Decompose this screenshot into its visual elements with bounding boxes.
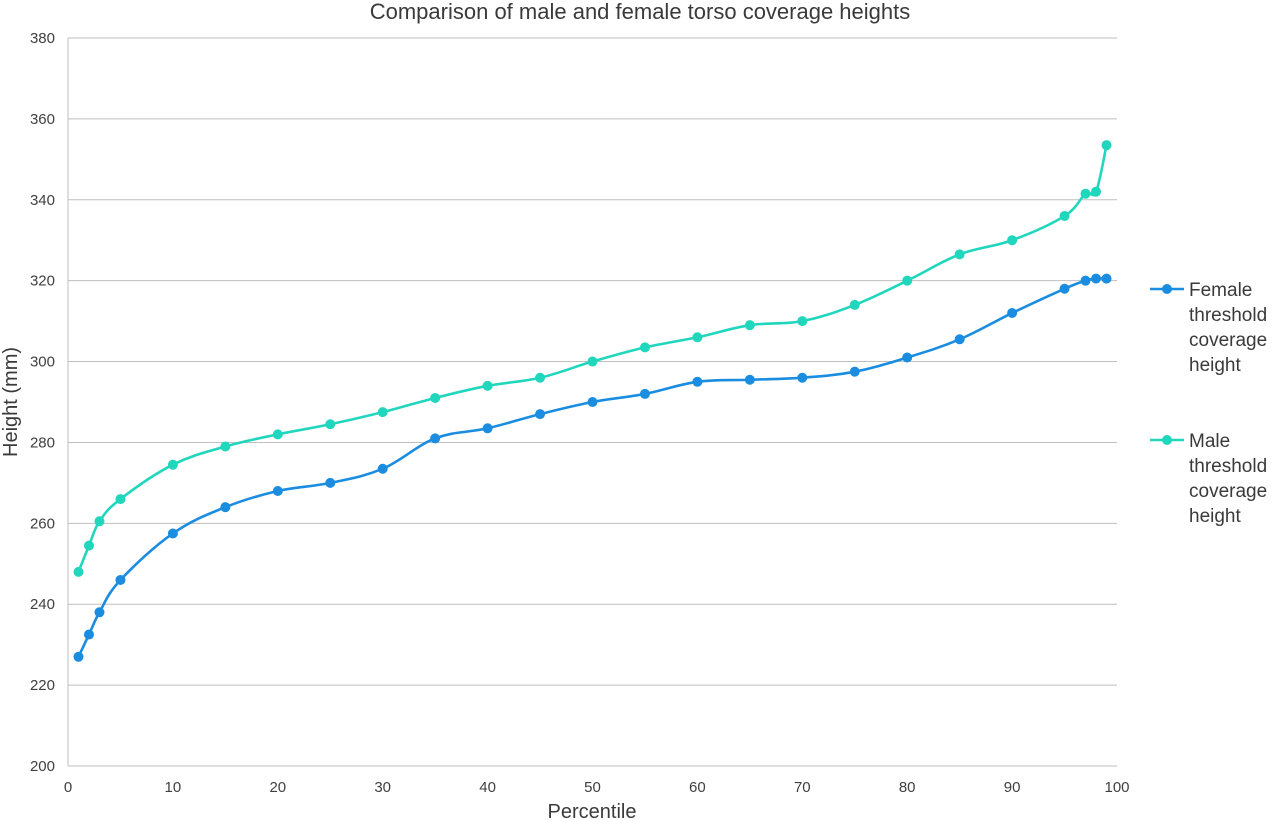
data-point — [430, 433, 441, 444]
data-point — [325, 477, 336, 488]
data-point — [167, 459, 178, 470]
data-point — [377, 407, 388, 418]
y-tick-label: 220 — [30, 677, 55, 694]
data-point — [115, 494, 126, 505]
data-point — [94, 516, 105, 527]
y-tick-label: 240 — [30, 596, 55, 613]
x-axis-title: Percentile — [548, 801, 637, 820]
data-point — [535, 409, 546, 420]
legend-item-female: Female threshold coverage height — [1150, 280, 1267, 376]
data-point — [849, 366, 860, 377]
data-point — [639, 388, 650, 399]
data-point — [325, 419, 336, 430]
series-line — [77, 277, 1108, 659]
y-tick-label: 300 — [30, 354, 55, 371]
legend-label: coverage — [1189, 330, 1267, 351]
data-point — [639, 342, 650, 353]
data-point — [744, 320, 755, 331]
data-point — [1080, 188, 1091, 199]
data-point — [1101, 273, 1112, 284]
legend-point-marker — [1162, 435, 1172, 445]
data-point — [1091, 186, 1102, 197]
y-tick-label: 380 — [30, 30, 55, 47]
data-point — [1080, 275, 1091, 286]
x-tick-label: 70 — [794, 779, 811, 796]
data-point — [954, 249, 965, 260]
y-axis-title: Height (mm) — [0, 347, 22, 457]
x-tick-label: 40 — [479, 779, 496, 796]
data-point — [482, 380, 493, 391]
data-point — [692, 332, 703, 343]
x-tick-label: 20 — [269, 779, 286, 796]
legend-label: threshold — [1189, 456, 1267, 477]
series-female — [73, 273, 1112, 662]
y-axis-ticks: 200 220 240 260 280 300 320 340 360 380 — [30, 30, 55, 775]
data-point — [797, 316, 808, 327]
y-tick-label: 360 — [30, 111, 55, 128]
data-point — [954, 334, 965, 345]
legend-label: coverage — [1189, 481, 1267, 502]
data-point — [744, 374, 755, 385]
data-point — [1007, 308, 1018, 319]
data-point — [902, 352, 913, 363]
data-point — [115, 574, 126, 585]
legend-label: Female — [1189, 280, 1252, 301]
x-tick-label: 10 — [165, 779, 182, 796]
data-point — [1007, 235, 1018, 246]
data-point — [535, 372, 546, 383]
data-point — [1101, 140, 1112, 151]
y-tick-label: 260 — [30, 515, 55, 532]
data-series — [73, 140, 1112, 662]
legend-label: Male — [1189, 431, 1230, 452]
data-point — [94, 607, 105, 618]
data-point — [167, 528, 178, 539]
data-point — [692, 376, 703, 387]
data-point — [482, 423, 493, 434]
x-tick-label: 90 — [1004, 779, 1021, 796]
legend-label: threshold — [1189, 305, 1267, 326]
data-point — [73, 651, 84, 662]
x-tick-label: 30 — [374, 779, 391, 796]
data-point — [272, 429, 283, 440]
legend-point-marker — [1162, 284, 1172, 294]
data-point — [1091, 273, 1102, 284]
data-point — [1059, 283, 1070, 294]
data-point — [587, 397, 598, 407]
x-tick-label: 60 — [689, 779, 706, 796]
data-point — [797, 372, 808, 383]
x-tick-label: 50 — [584, 779, 601, 796]
data-point — [83, 540, 94, 551]
chart-title: Comparison of male and female torso cove… — [370, 0, 911, 24]
data-point — [83, 629, 94, 640]
data-point — [220, 502, 231, 513]
y-tick-label: 320 — [30, 273, 55, 290]
data-point — [902, 275, 913, 286]
y-tick-label: 280 — [30, 434, 55, 451]
data-point — [430, 392, 441, 403]
x-tick-label: 100 — [1104, 779, 1129, 796]
x-axis-ticks: 0 10 20 30 40 50 60 70 80 90 100 — [64, 779, 1130, 796]
legend: Female threshold coverage height Male thresho… — [1150, 280, 1267, 527]
data-point — [1059, 210, 1070, 221]
x-tick-label: 0 — [64, 779, 72, 796]
y-tick-label: 340 — [30, 192, 55, 209]
legend-label: height — [1189, 506, 1241, 527]
data-point — [587, 356, 598, 367]
data-point — [73, 566, 84, 577]
data-point — [849, 299, 860, 310]
series-male — [73, 140, 1112, 577]
data-point — [220, 441, 231, 452]
legend-item-male: Male threshold coverage height — [1150, 431, 1267, 527]
legend-label: height — [1189, 355, 1241, 376]
data-point — [377, 463, 388, 474]
y-tick-label: 200 — [30, 758, 55, 775]
x-tick-label: 80 — [899, 779, 916, 796]
data-point — [272, 485, 283, 496]
